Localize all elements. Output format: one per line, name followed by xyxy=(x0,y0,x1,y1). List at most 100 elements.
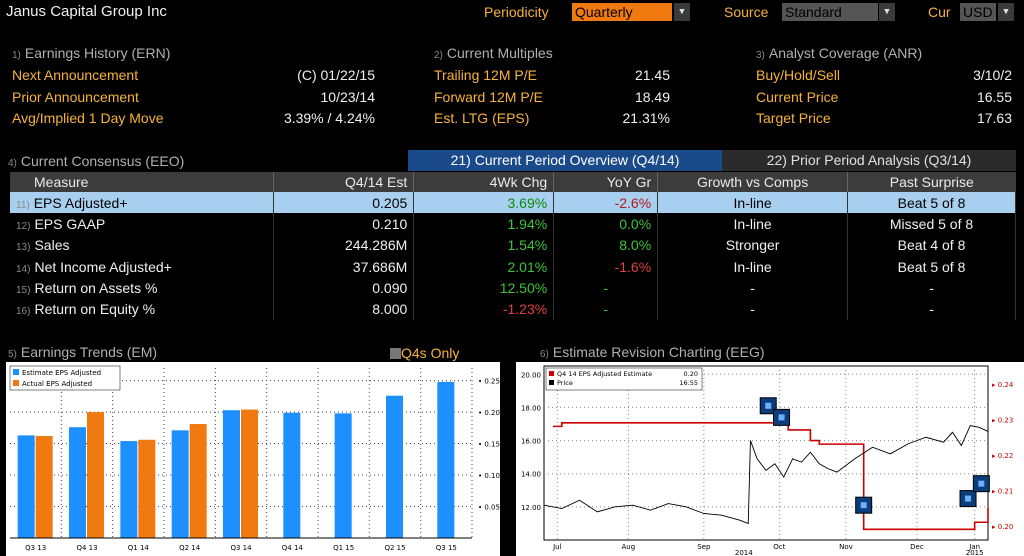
event-marker-glyph xyxy=(860,502,867,509)
table-row[interactable]: 14) Net Income Adjusted+ 37.686M 2.01% -1… xyxy=(10,255,1016,278)
bar-estimate xyxy=(437,381,455,538)
source-dropdown[interactable]: Standard xyxy=(782,3,878,21)
earnings-trends-chart: • 0.05 • 0.10 • 0.15 • 0.20 • 0.25 Q3 13 Q4 13… xyxy=(6,362,500,556)
next-announcement-value: (C) 01/22/15 xyxy=(297,67,375,83)
estimate-revision-svg: 12.00 14.00 16.00 18.00 20.00 ▸ 0.20 ▸ 0.21 ▸ 0… xyxy=(521,365,1014,556)
legend-label: Actual EPS Adjusted xyxy=(22,380,92,388)
x-year-label: 2014 xyxy=(735,549,753,556)
yoy-cell: 0.0% xyxy=(553,213,659,235)
table-row[interactable]: 11) EPS Adjusted+ 0.205 3.69% -2.6% In-li… xyxy=(10,192,1016,214)
comps-cell: In-line xyxy=(657,213,849,235)
col-growth-vs-comps[interactable]: Growth vs Comps xyxy=(657,172,849,192)
measure-name: Return on Equity % xyxy=(34,301,156,318)
chg-cell: 1.94% xyxy=(413,213,555,235)
yoy-cell: - xyxy=(553,298,659,320)
consensus-table: Measure Q4/14 Est 4Wk Chg YoY Gr Growth … xyxy=(10,172,1016,320)
col-measure[interactable]: Measure xyxy=(10,172,275,192)
legend-swatch xyxy=(549,380,554,385)
bar-estimate xyxy=(386,395,403,538)
checkbox-icon[interactable] xyxy=(390,348,401,359)
comps-cell: Stronger xyxy=(657,234,849,256)
tab-prior-period[interactable]: 22) Prior Period Analysis (Q3/14) xyxy=(722,150,1016,171)
table-header-row: Measure Q4/14 Est 4Wk Chg YoY Gr Growth … xyxy=(10,172,1016,192)
currency-dropdown-arrow-icon[interactable]: ▼ xyxy=(998,3,1014,21)
current-price-value: 16.55 xyxy=(976,89,1012,105)
bar-estimate xyxy=(171,430,189,538)
comps-cell: In-line xyxy=(657,255,849,278)
legend-label: Price xyxy=(557,379,573,387)
yoy-cell: -1.6% xyxy=(553,255,659,278)
surprise-cell: Beat 4 of 8 xyxy=(847,234,1016,256)
x-tick-label: Jan xyxy=(968,543,980,551)
chg-cell: 3.69% xyxy=(413,192,555,214)
measure-name: EPS Adjusted+ xyxy=(33,194,128,211)
measure-name: Sales xyxy=(34,237,70,254)
event-marker-glyph xyxy=(978,480,985,487)
x-tick-label: Aug xyxy=(622,543,636,551)
col-estimate[interactable]: Q4/14 Est xyxy=(273,172,415,192)
event-marker-glyph xyxy=(778,414,785,421)
bar-actual xyxy=(87,412,104,538)
q4s-only-toggle[interactable]: Q4s Only xyxy=(390,345,459,361)
earnings-history-header[interactable]: 1) Earnings History (ERN) xyxy=(12,45,171,61)
current-multiples-header[interactable]: 2) Current Multiples xyxy=(434,45,553,61)
col-yoy-gr[interactable]: YoY Gr xyxy=(553,172,659,192)
currency-dropdown[interactable]: USD xyxy=(960,3,996,21)
col-past-surprise[interactable]: Past Surprise xyxy=(847,172,1016,192)
estimate-cell: 0.090 xyxy=(273,277,415,299)
col-4wk-chg[interactable]: 4Wk Chg xyxy=(413,172,555,192)
x-tick-label: Nov xyxy=(839,543,853,551)
legend-swatch xyxy=(13,369,19,375)
x-tick-label: Q4 14 xyxy=(282,544,304,552)
bar-actual xyxy=(189,424,207,538)
chg-cell: 12.50% xyxy=(413,277,555,299)
estimate-cell: 244.286M xyxy=(273,234,415,256)
surprise-cell: Beat 5 of 8 xyxy=(847,255,1016,278)
buy-hold-sell-label: Buy/Hold/Sell xyxy=(756,67,841,83)
bar-estimate xyxy=(283,412,301,538)
bar-actual xyxy=(35,436,53,538)
table-row[interactable]: 13) Sales 244.286M 1.54% 8.0% Stronger Be… xyxy=(10,234,1016,256)
table-row[interactable]: 12) EPS GAAP 0.210 1.94% 0.0% In-line Mis… xyxy=(10,213,1016,235)
chg-cell: 2.01% xyxy=(413,255,555,278)
estimate-cell: 37.686M xyxy=(273,255,415,278)
earnings-trends-header[interactable]: 5) Earnings Trends (EM) xyxy=(8,344,158,360)
tab-current-period[interactable]: 21) Current Period Overview (Q4/14) xyxy=(408,150,722,171)
estimate-cell: 8.000 xyxy=(273,298,415,320)
surprise-cell: - xyxy=(847,277,1016,299)
left-tick-label: 16.00 xyxy=(521,438,541,446)
estimate-revision-header[interactable]: 6) Estimate Revision Charting (EEG) xyxy=(540,344,765,360)
trailing-pe-value: 21.45 xyxy=(634,67,670,83)
left-tick-label: 20.00 xyxy=(521,371,541,379)
x-tick-label: Jul xyxy=(552,543,562,551)
x-tick-label: Q1 14 xyxy=(128,544,150,552)
legend-value: 0.20 xyxy=(684,370,698,378)
estimate-revision-chart: 12.00 14.00 16.00 18.00 20.00 ▸ 0.20 ▸ 0.21 ▸ 0… xyxy=(516,362,1024,556)
source-dropdown-arrow-icon[interactable]: ▼ xyxy=(879,3,895,21)
x-tick-label: Q3 14 xyxy=(230,544,252,552)
currency-label: Cur xyxy=(928,4,951,20)
x-tick-label: Sep xyxy=(697,543,711,551)
right-tick-label: ▸ 0.21 xyxy=(992,487,1013,495)
table-row[interactable]: 16) Return on Equity % 8.000 -1.23% - - - xyxy=(10,298,1016,320)
forward-pe-label: Forward 12M P/E xyxy=(434,89,543,105)
target-price-value: 17.63 xyxy=(976,110,1012,126)
chg-cell: -1.23% xyxy=(413,298,555,320)
x-tick-label: Dec xyxy=(910,543,924,551)
periodicity-dropdown-arrow-icon[interactable]: ▼ xyxy=(674,3,690,21)
yoy-cell: -2.6% xyxy=(553,192,659,214)
periodicity-label: Periodicity xyxy=(484,4,549,20)
table-row[interactable]: 15) Return on Assets % 0.090 12.50% - - - xyxy=(10,277,1016,299)
consensus-header[interactable]: 4) Current Consensus (EEO) xyxy=(8,153,185,169)
bar-estimate xyxy=(69,427,86,538)
price-line xyxy=(543,425,989,525)
measure-name: Return on Assets % xyxy=(34,279,158,296)
bar-actual xyxy=(241,409,258,538)
est-ltg-value: 21.31% xyxy=(622,110,670,126)
prior-announcement-label: Prior Announcement xyxy=(12,89,139,105)
implied-move-label: Avg/Implied 1 Day Move xyxy=(12,110,164,126)
periodicity-dropdown[interactable]: Quarterly xyxy=(572,3,672,21)
analyst-coverage-header[interactable]: 3) Analyst Coverage (ANR) xyxy=(756,45,923,61)
chg-cell: 1.54% xyxy=(413,234,555,256)
x-year-label: 2015 xyxy=(966,549,984,556)
